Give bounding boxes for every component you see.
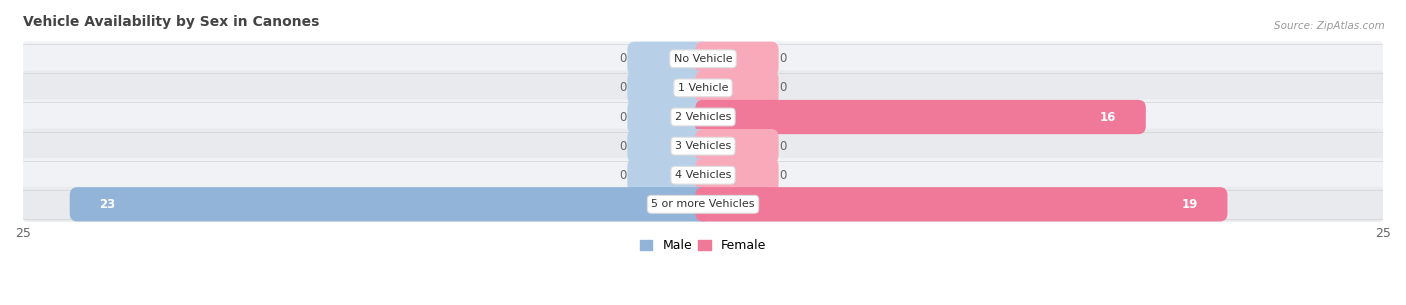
Text: 0: 0	[620, 81, 627, 95]
Text: 0: 0	[620, 52, 627, 65]
Text: 4 Vehicles: 4 Vehicles	[675, 170, 731, 180]
FancyBboxPatch shape	[627, 129, 710, 163]
Text: 23: 23	[98, 198, 115, 211]
FancyBboxPatch shape	[70, 187, 710, 221]
Text: 5 or more Vehicles: 5 or more Vehicles	[651, 199, 755, 209]
Text: 0: 0	[620, 169, 627, 182]
FancyBboxPatch shape	[22, 187, 1384, 222]
FancyBboxPatch shape	[696, 129, 779, 163]
Text: 16: 16	[1099, 110, 1116, 124]
FancyBboxPatch shape	[627, 100, 710, 134]
Text: 0: 0	[779, 169, 786, 182]
FancyBboxPatch shape	[696, 187, 1227, 221]
Text: 0: 0	[620, 110, 627, 124]
Text: 2 Vehicles: 2 Vehicles	[675, 112, 731, 122]
FancyBboxPatch shape	[627, 42, 710, 76]
FancyBboxPatch shape	[696, 158, 779, 192]
FancyBboxPatch shape	[22, 70, 1384, 105]
FancyBboxPatch shape	[22, 129, 1384, 163]
Text: 0: 0	[779, 52, 786, 65]
FancyBboxPatch shape	[22, 158, 1384, 193]
FancyBboxPatch shape	[22, 41, 1384, 76]
Text: 0: 0	[779, 140, 786, 152]
Text: 3 Vehicles: 3 Vehicles	[675, 141, 731, 151]
FancyBboxPatch shape	[696, 71, 779, 105]
Text: Vehicle Availability by Sex in Canones: Vehicle Availability by Sex in Canones	[22, 15, 319, 29]
FancyBboxPatch shape	[627, 158, 710, 192]
FancyBboxPatch shape	[696, 100, 1146, 134]
FancyBboxPatch shape	[627, 71, 710, 105]
Text: 1 Vehicle: 1 Vehicle	[678, 83, 728, 93]
Text: 19: 19	[1181, 198, 1198, 211]
Text: Source: ZipAtlas.com: Source: ZipAtlas.com	[1274, 21, 1385, 31]
Text: No Vehicle: No Vehicle	[673, 54, 733, 64]
Text: 0: 0	[779, 81, 786, 95]
Text: 0: 0	[620, 140, 627, 152]
FancyBboxPatch shape	[696, 42, 779, 76]
Legend: Male, Female: Male, Female	[636, 234, 770, 257]
FancyBboxPatch shape	[22, 99, 1384, 135]
